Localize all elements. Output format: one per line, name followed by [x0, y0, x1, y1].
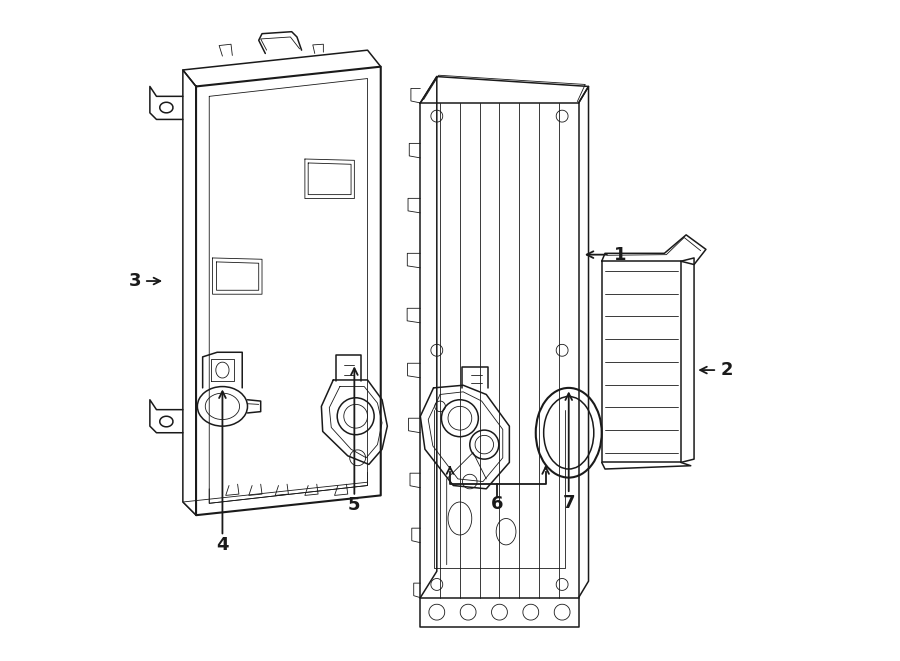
Text: 6: 6 [491, 495, 504, 513]
Text: 7: 7 [562, 494, 575, 512]
Text: 4: 4 [216, 536, 229, 554]
Text: 2: 2 [721, 361, 734, 379]
Text: 3: 3 [129, 272, 141, 290]
Text: 5: 5 [348, 496, 361, 514]
Text: 1: 1 [614, 246, 626, 264]
